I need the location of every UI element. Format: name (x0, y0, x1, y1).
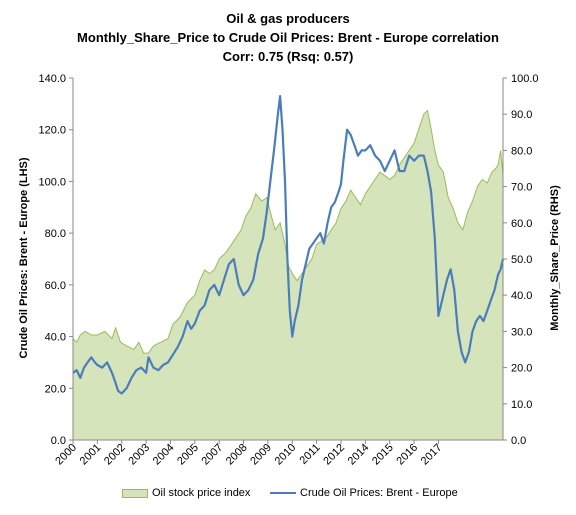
left-tick-label: 140.0 (38, 73, 66, 85)
right-tick-label: 70.0 (511, 182, 532, 194)
right-tick-label: 30.0 (511, 326, 532, 338)
right-tick-label: 60.0 (511, 218, 532, 230)
left-tick-label: 20.0 (45, 383, 66, 395)
right-tick-label: 90.0 (511, 109, 532, 121)
left-tick-label: 120.0 (38, 125, 66, 137)
right-tick-label: 40.0 (511, 290, 532, 302)
x-tick-label: 2005 (175, 442, 201, 468)
x-tick-label: 2009 (248, 442, 274, 468)
x-tick-label: 2003 (126, 442, 152, 468)
series-line-brent (72, 94, 505, 395)
right-tick-label: 50.0 (511, 254, 532, 266)
right-tick-label: 10.0 (511, 399, 532, 411)
right-tick-label: 80.0 (511, 145, 532, 157)
chart-stats: Corr: 0.75 (Rsq: 0.57) (222, 49, 354, 64)
left-tick-label: 0.0 (51, 435, 66, 447)
chart-subtitle: Monthly_Share_Price to Crude Oil Prices:… (77, 30, 499, 45)
left-tick-label: 100.0 (38, 176, 66, 188)
x-tick-label: 2016 (394, 442, 420, 468)
chart-title: Oil & gas producers (226, 11, 350, 26)
x-tick-label: 2010 (273, 442, 299, 468)
x-tick-label: 2001 (78, 442, 104, 468)
x-tick-label: 2007 (199, 442, 225, 468)
right-tick-label: 100.0 (511, 73, 539, 85)
left-axis-label: Crude Oil Prices: Brent - Europe (LHS) (18, 157, 30, 358)
left-tick-label: 40.0 (45, 332, 66, 344)
left-tick-label: 80.0 (45, 228, 66, 240)
right-axis-label: Monthly_Share_Price (RHS) (549, 185, 561, 331)
x-tick-label: 2002 (102, 442, 128, 468)
x-tick-label: 2012 (321, 442, 347, 468)
legend-label-oil-stock: Oil stock price index (152, 487, 251, 499)
x-tick-label: 2008 (224, 442, 250, 468)
x-tick-label: 2015 (370, 442, 396, 468)
x-tick-label: 2017 (419, 442, 445, 468)
legend: Oil stock price index Crude Oil Prices: … (0, 487, 576, 503)
x-tick-label: 2004 (151, 442, 177, 468)
x-tick-label: 2014 (346, 442, 372, 468)
legend-label-brent: Crude Oil Prices: Brent - Europe (300, 487, 458, 499)
chart-plot: 0.0 20.0 40.0 60.0 80.0 100.0 120.0 140.0 0.0 10.… (18, 73, 561, 468)
left-tick-label: 60.0 (45, 280, 66, 292)
right-tick-label: 20.0 (511, 363, 532, 375)
x-tick-label: 2011 (298, 442, 323, 467)
legend-swatch-line (270, 492, 296, 494)
legend-item-brent: Crude Oil Prices: Brent - Europe (270, 487, 458, 499)
legend-item-oil-stock: Oil stock price index (122, 487, 250, 499)
legend-swatch-area (122, 488, 148, 498)
right-tick-label: 0.0 (511, 435, 526, 447)
